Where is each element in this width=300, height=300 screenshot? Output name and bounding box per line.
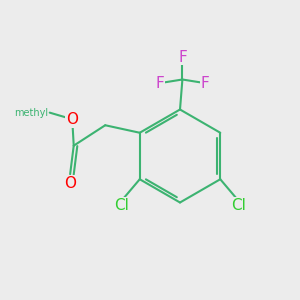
Text: Cl: Cl	[114, 198, 129, 213]
Text: methyl: methyl	[14, 108, 48, 118]
Text: F: F	[178, 50, 187, 64]
Text: F: F	[200, 76, 209, 91]
Text: Cl: Cl	[231, 198, 246, 213]
Text: O: O	[66, 112, 78, 127]
Text: O: O	[64, 176, 76, 191]
Text: F: F	[155, 76, 164, 91]
